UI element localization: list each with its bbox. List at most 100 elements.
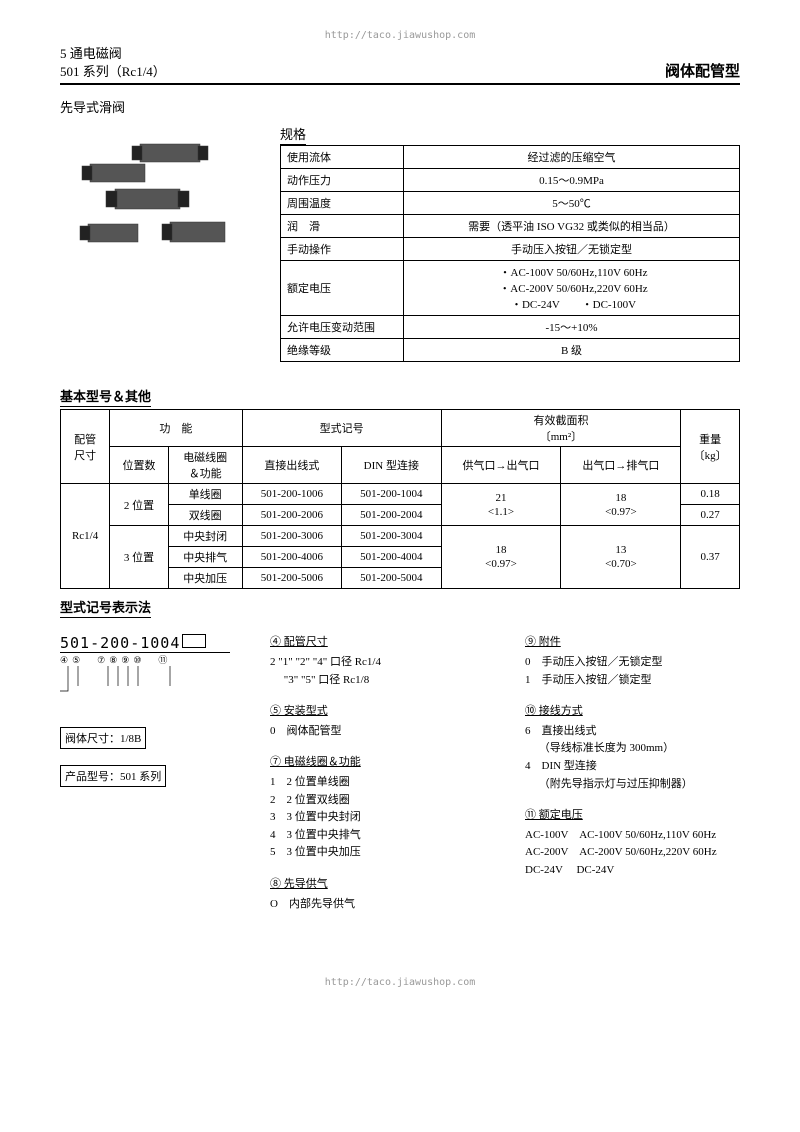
code-group-item: 1 手动压入按钮／锁定型 — [525, 672, 740, 690]
code-group-item: 3 3 位置中央封闭 — [270, 809, 485, 827]
code-group-title: ⑧ 先导供气 — [270, 876, 485, 894]
code-group-title: ⑨ 附件 — [525, 634, 740, 652]
code-body-label: 阀体尺寸：1/8B — [60, 727, 146, 749]
hdr-coil: 电磁线圈＆功能 — [168, 447, 242, 484]
direct-cell: 501-200-4006 — [242, 547, 341, 568]
din-cell: 501-200-4004 — [342, 547, 441, 568]
code-group: ⑤ 安装型式 0 阀体配管型 — [270, 703, 485, 740]
area2-cell: 18<0.97> — [561, 484, 681, 526]
direct-cell: 501-200-1006 — [242, 484, 341, 505]
wt-cell: 0.37 — [681, 526, 740, 589]
page-header: 5 通电磁阀 501 系列（Rc1/4） 阀体配管型 — [60, 45, 740, 85]
din-cell: 501-200-1004 — [342, 484, 441, 505]
code-group-item: 4 DIN 型连接 — [525, 758, 740, 776]
spec-label: 允许电压变动范围 — [281, 316, 404, 339]
spec-value: -15～+10% — [404, 316, 740, 339]
header-left: 5 通电磁阀 501 系列（Rc1/4） — [60, 45, 166, 81]
product-image — [60, 124, 260, 284]
model-table: 配管尺寸 功 能 型式记号 有效截面积〔mm²〕 重量〔kg〕 位置数 电磁线圈… — [60, 409, 740, 589]
pos-cell: 2 位置 — [110, 484, 169, 526]
hdr-pipe: 配管尺寸 — [61, 410, 110, 484]
code-group: ⑨ 附件 0 手动压入按钮／无锁定型1 手动压入按钮／锁定型 — [525, 634, 740, 689]
direct-cell: 501-200-2006 — [242, 505, 341, 526]
spec-value: 需要（透平油 ISO VG32 或类似的相当品） — [404, 215, 740, 238]
hdr-pos: 位置数 — [110, 447, 169, 484]
code-group-item: （附先导指示灯与过压抑制器） — [525, 776, 740, 794]
code-group-item: 5 3 位置中央加压 — [270, 844, 485, 862]
code-group: ⑦ 电磁线圈＆功能 1 2 位置单线圈2 2 位置双线圈3 3 位置中央封闭4 3… — [270, 754, 485, 862]
coil-cell: 中央封闭 — [168, 526, 242, 547]
spec-label: 润 滑 — [281, 215, 404, 238]
pos-cell: 3 位置 — [110, 526, 169, 589]
wt-cell: 0.18 — [681, 484, 740, 505]
coil-cell: 单线圈 — [168, 484, 242, 505]
area1-cell: 21<1.1> — [441, 484, 561, 526]
header-right: 阀体配管型 — [665, 60, 740, 81]
header-line1: 5 通电磁阀 — [60, 45, 166, 63]
hdr-supply: 供气口→出气口 — [441, 447, 561, 484]
code-group-item: 0 手动压入按钮／无锁定型 — [525, 654, 740, 672]
foot-url: http://taco.jiawushop.com — [60, 977, 740, 988]
code-col-1: ④ 配管尺寸 2 "1" "2" "4" 口径 Rc1/4 "3" "5" 口径 … — [270, 634, 485, 927]
code-group-item: 1 2 位置单线圈 — [270, 774, 485, 792]
code-group: ⑧ 先导供气 O 内部先导供气 — [270, 876, 485, 913]
spec-value: 手动压入按钮／无锁定型 — [404, 238, 740, 261]
spec-label: 绝缘等级 — [281, 339, 404, 362]
code-group: ⑪ 额定电压 AC-100V AC-100V 50/60Hz,110V 60HzA… — [525, 807, 740, 879]
hdr-code: 型式记号 — [242, 410, 441, 447]
code-group-item: 4 3 位置中央排气 — [270, 827, 485, 845]
code-group-title: ⑤ 安装型式 — [270, 703, 485, 721]
din-cell: 501-200-3004 — [342, 526, 441, 547]
subheading: 先导式滑阀 — [60, 97, 740, 116]
hdr-din: DIN 型连接 — [342, 447, 441, 484]
code-group: ④ 配管尺寸 2 "1" "2" "4" 口径 Rc1/4 "3" "5" 口径 … — [270, 634, 485, 689]
code-left-col: 501-200-1004 ④⑤ ⑦⑧⑨⑩ ⑪ 阀体尺寸：1/8B 产品型号：50… — [60, 634, 230, 927]
code-suffix-box — [182, 634, 206, 648]
spec-label: 动作压力 — [281, 169, 404, 192]
spec-value: B 级 — [404, 339, 740, 362]
coil-cell: 双线圈 — [168, 505, 242, 526]
code-group-title: ⑪ 额定电压 — [525, 807, 740, 825]
code-group-item: "3" "5" 口径 Rc1/8 — [270, 672, 485, 690]
direct-cell: 501-200-3006 — [242, 526, 341, 547]
code-col-2: ⑨ 附件 0 手动压入按钮／无锁定型1 手动压入按钮／锁定型 ⑩ 接线方式 6 直接出… — [525, 634, 740, 927]
hdr-area: 有效截面积〔mm²〕 — [441, 410, 681, 447]
code-markers: ④⑤ ⑦⑧⑨⑩ ⑪ — [60, 653, 230, 666]
code-group-item: 2 2 位置双线圈 — [270, 792, 485, 810]
code-group: ⑩ 接线方式6 直接出线式 （导线标准长度为 300mm）4 DIN 型连接 （… — [525, 703, 740, 793]
code-group-title: ④ 配管尺寸 — [270, 634, 485, 652]
code-group-item: 0 阀体配管型 — [270, 723, 485, 741]
direct-cell: 501-200-5006 — [242, 568, 341, 589]
wt-cell: 0.27 — [681, 505, 740, 526]
hdr-exhaust: 出气口→排气口 — [561, 447, 681, 484]
spec-value: ・AC-100V 50/60Hz,110V 60Hz・AC-200V 50/60… — [404, 261, 740, 316]
code-group-item: 2 "1" "2" "4" 口径 Rc1/4 — [270, 654, 485, 672]
spec-value: 5～50℃ — [404, 192, 740, 215]
area1-cell: 18<0.97> — [441, 526, 561, 589]
coil-cell: 中央排气 — [168, 547, 242, 568]
spec-value: 0.15～0.9MPa — [404, 169, 740, 192]
din-cell: 501-200-5004 — [342, 568, 441, 589]
pipe-cell: Rc1/4 — [61, 484, 110, 589]
header-line2: 501 系列（Rc1/4） — [60, 63, 166, 81]
spec-title: 规格 — [280, 124, 306, 145]
code-group-item: 6 直接出线式 — [525, 723, 740, 741]
top-url: http://taco.jiawushop.com — [60, 30, 740, 41]
spec-label: 周围温度 — [281, 192, 404, 215]
spec-value: 经过滤的压缩空气 — [404, 146, 740, 169]
code-group-item: O 内部先导供气 — [270, 896, 485, 914]
hdr-weight: 重量〔kg〕 — [681, 410, 740, 484]
spec-label: 手动操作 — [281, 238, 404, 261]
din-cell: 501-200-2004 — [342, 505, 441, 526]
code-group-item: AC-100V AC-100V 50/60Hz,110V 60Hz — [525, 827, 740, 845]
area2-cell: 13<0.70> — [561, 526, 681, 589]
code-group-item: AC-200V AC-200V 50/60Hz,220V 60Hz — [525, 844, 740, 862]
code-group-item: DC-24V DC-24V — [525, 862, 740, 880]
code-series-label: 产品型号：501 系列 — [60, 765, 166, 787]
spec-table: 使用流体经过滤的压缩空气动作压力0.15～0.9MPa周围温度5～50℃润 滑需… — [280, 145, 740, 362]
model-section-title: 基本型号＆其他 — [60, 386, 151, 407]
code-group-title: ⑦ 电磁线圈＆功能 — [270, 754, 485, 772]
code-lines-svg — [60, 666, 210, 696]
hdr-func: 功 能 — [110, 410, 242, 447]
code-group-title: ⑩ 接线方式 — [525, 703, 740, 721]
